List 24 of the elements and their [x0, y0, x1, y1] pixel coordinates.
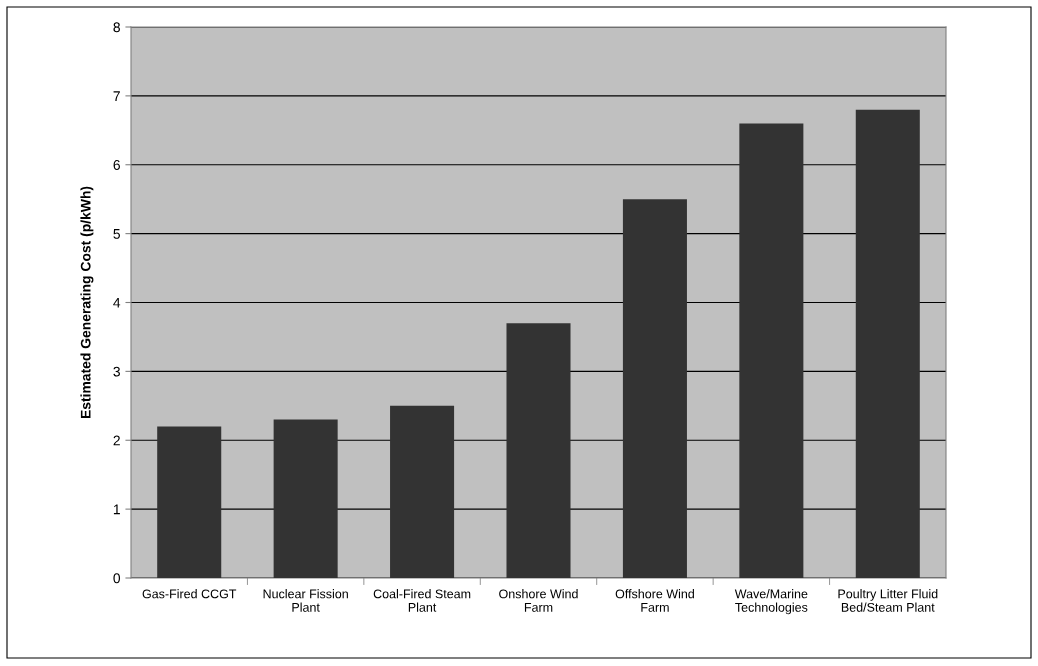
bar	[390, 405, 455, 578]
y-tick-label: 5	[113, 229, 120, 239]
y-tick-label: 3	[113, 366, 120, 377]
y-tick-label: 4	[113, 297, 121, 308]
bar	[855, 109, 920, 578]
y-tick-label: 0	[113, 573, 121, 584]
y-tick-label: 7	[113, 91, 120, 101]
bar	[157, 426, 222, 578]
x-tick-label: Gas-Fired CCGT	[142, 589, 237, 599]
y-axis-title: Estimated Generating Cost (p/kWh)	[80, 186, 94, 419]
bar	[622, 199, 687, 578]
x-tick-label: Offshore Wind Farm	[615, 589, 694, 612]
bar	[506, 323, 571, 578]
bar	[273, 419, 338, 578]
y-tick-label: 1	[113, 504, 120, 515]
y-tick-label: 2	[113, 435, 120, 446]
x-tick-label: Poultry Litter Fluid Bed/Steam Plant	[838, 589, 938, 612]
bar	[739, 123, 804, 578]
x-tick-label: Wave/Marine Technologies	[734, 589, 808, 615]
y-tick-label: 6	[113, 160, 120, 170]
y-tick-label: 8	[113, 22, 120, 33]
x-tick-label: Coal-Fired Steam Plant	[373, 589, 471, 612]
x-tick-label: Onshore Wind Farm	[499, 589, 578, 612]
x-tick-label: Nuclear Fission Plant	[263, 589, 348, 612]
